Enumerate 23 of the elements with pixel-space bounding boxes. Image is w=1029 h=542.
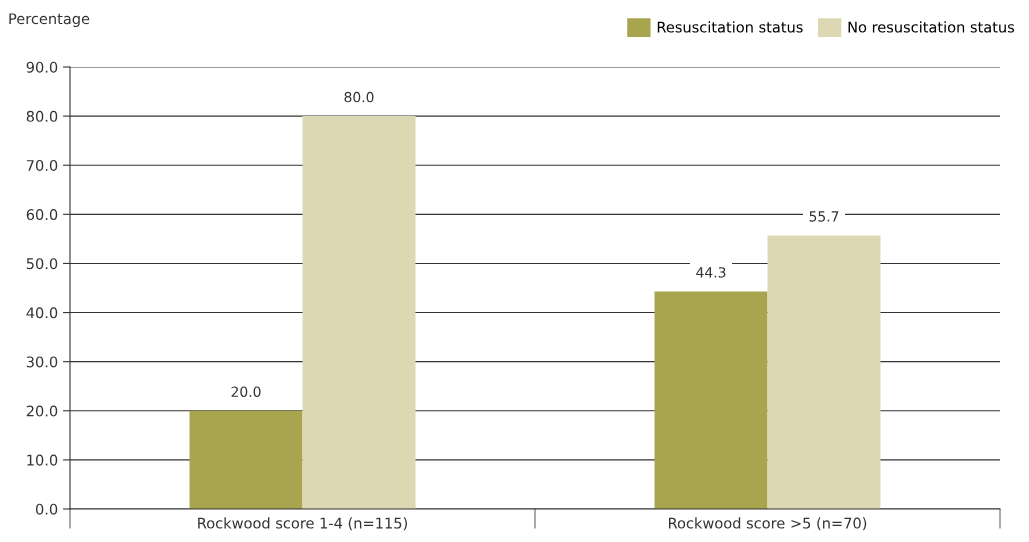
y-tick-label: 90.0 — [26, 61, 58, 73]
data-label: 44.3 — [696, 267, 726, 278]
bar — [189, 410, 303, 509]
x-tick-label: Rockwood score 1-4 (n=115) — [198, 517, 407, 531]
data-label: 20.0 — [231, 386, 261, 397]
bar — [767, 235, 881, 509]
y-tick-label: 20.0 — [26, 405, 58, 417]
bar — [654, 291, 768, 509]
x-tick-label: Rockwood score >5 (n=70) — [668, 517, 867, 531]
legend-label: Resuscitation status — [657, 21, 803, 33]
y-axis-title: Percentage — [9, 13, 90, 28]
y-tick-label: 70.0 — [26, 159, 58, 171]
y-tick-label: 80.0 — [26, 110, 58, 122]
bar — [302, 116, 416, 509]
y-tick-label: 40.0 — [26, 307, 58, 319]
y-tick-label: 50.0 — [26, 258, 58, 270]
data-label: 55.7 — [809, 211, 839, 222]
data-label: 80.0 — [344, 91, 374, 103]
y-tick-label: 10.0 — [27, 454, 58, 466]
legend-label: No resuscitation status — [848, 21, 1015, 33]
y-tick-label: 0.0 — [35, 503, 58, 515]
y-tick-label: 30.0 — [26, 356, 58, 368]
y-tick-label: 60.0 — [26, 209, 58, 221]
